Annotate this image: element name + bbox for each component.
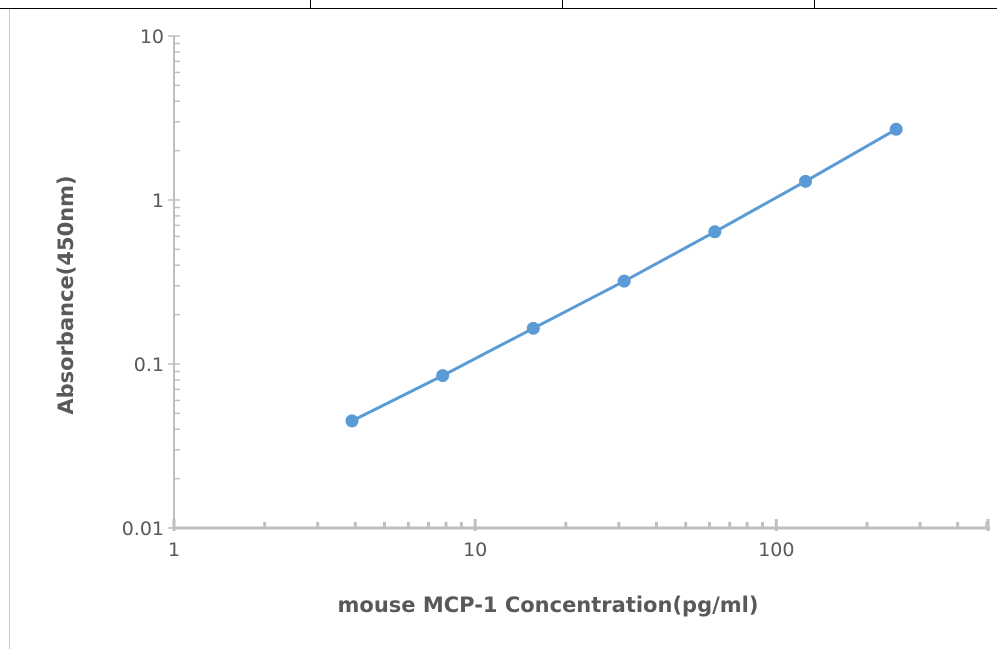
data-point bbox=[526, 321, 540, 335]
y-tick-label: 0.01 bbox=[122, 518, 164, 540]
chart-axes bbox=[168, 35, 990, 531]
x-tick-label: 10 bbox=[463, 539, 487, 561]
top-table-border bbox=[0, 0, 997, 9]
data-point bbox=[889, 122, 903, 136]
data-points bbox=[345, 122, 903, 428]
data-point bbox=[799, 174, 813, 188]
x-tick-label: 1 bbox=[168, 539, 180, 561]
left-border bbox=[9, 9, 10, 649]
y-tick-label: 0.1 bbox=[134, 354, 164, 376]
y-axis-title: Absorbance(450nm) bbox=[54, 175, 78, 414]
x-tick-labels: 1 10 100 bbox=[168, 539, 795, 561]
data-point bbox=[436, 369, 450, 383]
x-axis-title: mouse MCP-1 Concentration(pg/ml) bbox=[338, 593, 759, 617]
y-tick-label: 1 bbox=[152, 190, 164, 212]
y-tick-labels: 0.01 0.1 1 10 bbox=[122, 26, 164, 540]
data-point bbox=[708, 225, 722, 239]
y-tick-label: 10 bbox=[140, 26, 164, 48]
data-point bbox=[617, 274, 631, 288]
x-tick-label: 100 bbox=[758, 539, 794, 561]
data-point bbox=[345, 414, 359, 428]
